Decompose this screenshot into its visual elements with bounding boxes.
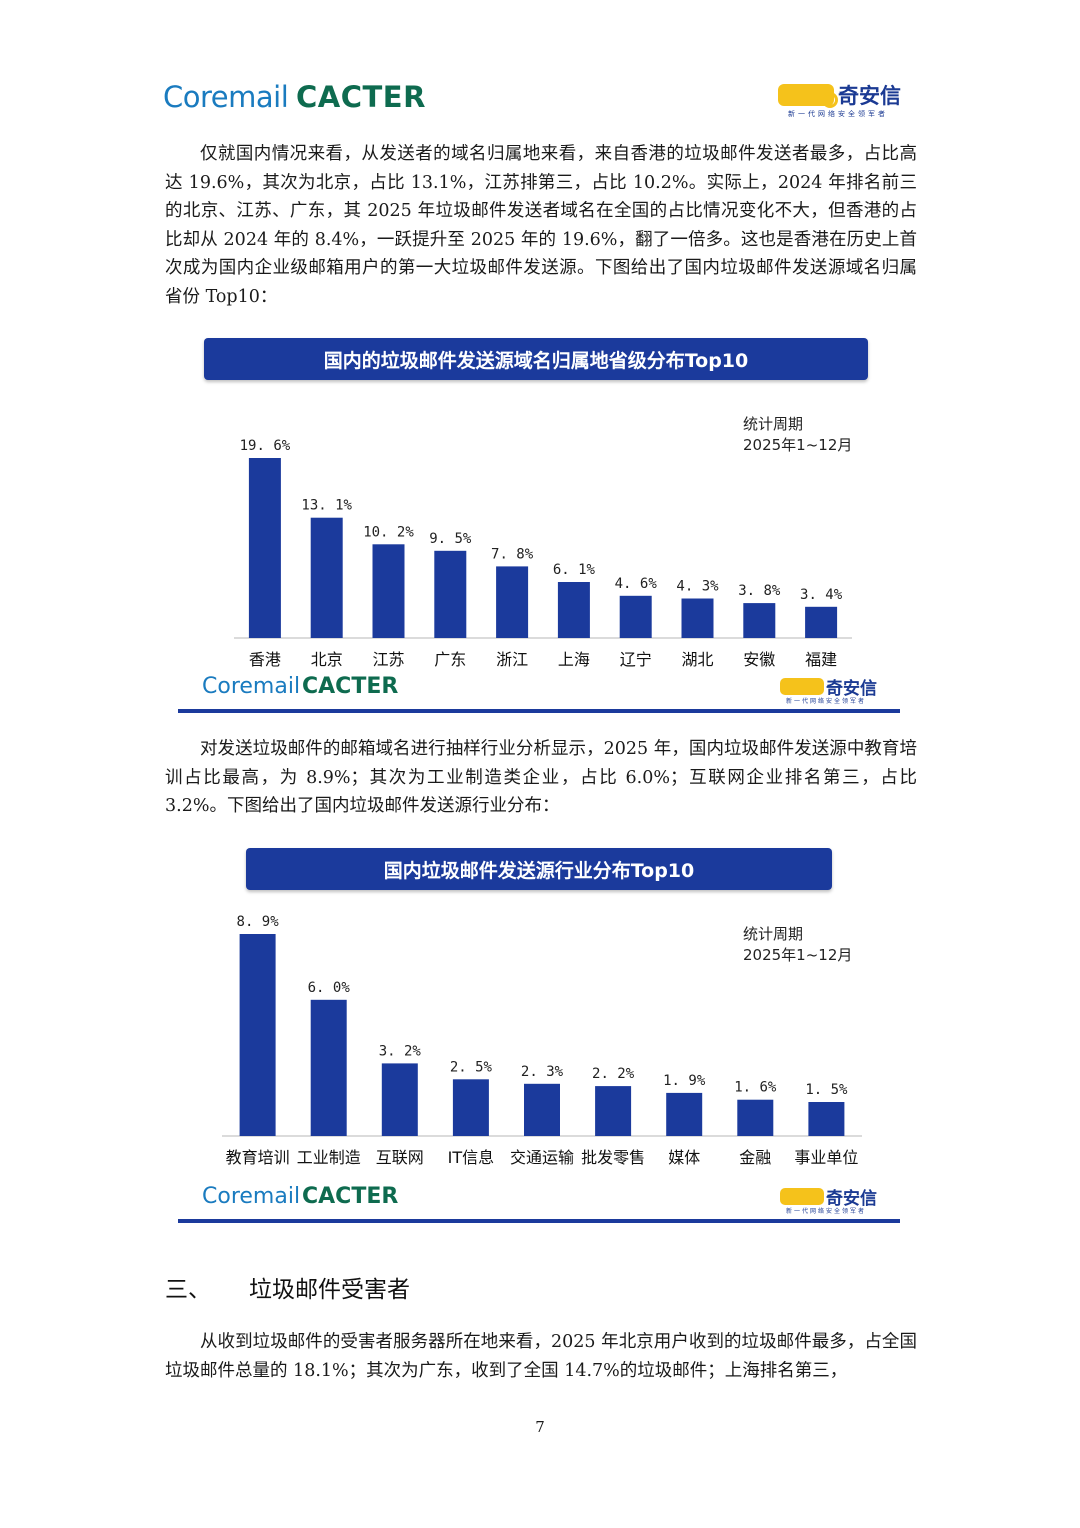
province-bar-chart: 19. 6% 香港 13. 1% 北京 10. 2% 江苏 9. 5% 广东 7. 8% 浙江 6.… <box>234 438 852 669</box>
category-label: 香港 <box>249 650 281 669</box>
period-label: 统计周期 <box>743 415 804 433</box>
bar-10 <box>805 606 838 638</box>
bar-1 <box>239 934 276 1136</box>
category-label: 批发零售 <box>581 1148 645 1167</box>
bar-value-label: 2. 2% <box>592 1066 635 1082</box>
cacter-logo: CACTER <box>296 80 426 114</box>
coremail-logo: Coremail <box>202 674 301 699</box>
category-label: 广东 <box>434 650 466 669</box>
province-distribution-figure: 国内的垃圾邮件发送源域名归属地省级分布Top10 统计周期 2025年1~12月… <box>178 336 902 716</box>
bar-value-label: 4. 6% <box>615 576 658 592</box>
bar-value-label: 6. 0% <box>308 980 351 996</box>
bar-value-label: 3. 8% <box>738 583 781 599</box>
bar-value-label: 10. 2% <box>363 524 414 540</box>
bar-3 <box>381 1063 418 1136</box>
bar-8 <box>681 598 714 638</box>
bar-7 <box>666 1092 703 1136</box>
bar-7 <box>619 595 652 638</box>
category-label: 浙江 <box>496 650 528 669</box>
bar-6 <box>557 582 590 638</box>
bar-value-label: 9. 5% <box>429 531 472 547</box>
bar-value-label: 1. 9% <box>663 1073 706 1089</box>
bar-value-label: 6. 1% <box>553 562 596 578</box>
category-label: 上海 <box>558 650 590 669</box>
category-label: 辽宁 <box>620 650 652 669</box>
bar-1 <box>248 458 281 638</box>
bar-2 <box>310 517 343 638</box>
bar-value-label: 3. 4% <box>800 587 843 603</box>
period-label: 统计周期 <box>743 925 804 943</box>
section-number: 三、 <box>165 1277 211 1303</box>
bar-5 <box>524 1083 560 1136</box>
bar-value-label: 1. 5% <box>805 1082 848 1098</box>
qianxin-logo-slogan: 新一代网络安全领军者 <box>786 1208 867 1215</box>
bar-8 <box>737 1099 774 1136</box>
bar-value-label: 8. 9% <box>237 914 280 930</box>
bar-9 <box>743 603 776 638</box>
qianxin-logo-slogan: 新一代网络安全领军者 <box>788 110 888 118</box>
category-label: 交通运输 <box>510 1148 574 1167</box>
qianxin-logo-slogan: 新一代网络安全领军者 <box>786 698 867 705</box>
period-value: 2025年1~12月 <box>743 946 853 964</box>
cacter-logo: CACTER <box>302 674 399 699</box>
category-label: 媒体 <box>668 1148 700 1167</box>
statistics-period: 统计周期 2025年1~12月 <box>743 414 852 456</box>
bar-value-label: 19. 6% <box>240 438 291 454</box>
period-value: 2025年1~12月 <box>743 436 853 454</box>
figure-divider <box>178 1219 900 1223</box>
bar-value-label: 4. 3% <box>676 579 719 595</box>
body-paragraph-3: 从收到垃圾邮件的受害者服务器所在地来看，2025 年北京用户收到的垃圾邮件最多，… <box>165 1332 917 1381</box>
bar-5 <box>496 566 529 638</box>
category-label: 金融 <box>739 1148 771 1167</box>
bar-2 <box>310 999 347 1136</box>
bar-value-label: 2. 3% <box>521 1064 564 1080</box>
cacter-logo: CACTER <box>302 1184 399 1209</box>
category-label: 北京 <box>311 650 343 669</box>
category-label: 工业制造 <box>297 1148 361 1167</box>
page-number: 7 <box>535 1418 545 1436</box>
section-title: 垃圾邮件受害者 <box>249 1277 410 1303</box>
qianxin-logo-name: 奇安信 <box>826 679 877 699</box>
bar-4 <box>452 1079 489 1136</box>
figure-divider <box>178 709 900 713</box>
bar-value-label: 2. 5% <box>450 1059 493 1075</box>
coremail-logo: Coremail <box>163 80 289 114</box>
qianxin-mark-icon <box>780 678 824 695</box>
category-label: 教育培训 <box>226 1148 290 1167</box>
chart-title-banner: 国内垃圾邮件发送源行业分布Top10 <box>246 848 832 890</box>
chart-title-banner: 国内的垃圾邮件发送源域名归属地省级分布Top10 <box>204 338 868 380</box>
qianxin-logo: 奇安信 新一代网络安全领军者 <box>780 674 884 708</box>
bar-value-label: 7. 8% <box>491 546 534 562</box>
category-label: 福建 <box>805 650 837 669</box>
industry-distribution-figure: 国内垃圾邮件发送源行业分布Top10 统计周期 2025年1~12月 8. 9%… <box>178 846 902 1226</box>
qianxin-logo: 奇安信 新一代网络安全领军者 <box>778 80 908 120</box>
bar-3 <box>372 544 405 638</box>
industry-bar-chart: 8. 9% 教育培训 6. 0% 工业制造 3. 2% 互联网 2. 5% IT信息 2. 3%… <box>222 914 862 1167</box>
coremail-logo: Coremail <box>202 1184 301 1209</box>
bar-value-label: 3. 2% <box>379 1043 422 1059</box>
qianxin-logo: 奇安信 新一代网络安全领军者 <box>780 1184 884 1218</box>
category-label: 江苏 <box>372 650 404 669</box>
category-label: 互联网 <box>376 1148 424 1167</box>
bar-value-label: 1. 6% <box>734 1080 777 1096</box>
qianxin-logo-name: 奇安信 <box>838 84 901 108</box>
body-paragraph-1: 仅就国内情况来看，从发送者的域名归属地来看，来自香港的垃圾邮件发送者最多，占比高… <box>165 144 917 307</box>
category-label: 安徽 <box>743 650 775 669</box>
bar-4 <box>434 550 467 638</box>
qianxin-logo-name: 奇安信 <box>826 1189 877 1209</box>
category-label: 湖北 <box>681 650 713 669</box>
section-heading: 三、 垃圾邮件受害者 <box>165 1270 410 1304</box>
body-paragraph-2: 对发送垃圾邮件的邮箱域名进行抽样行业分析显示，2025 年，国内垃圾邮件发送源中… <box>165 739 917 816</box>
bar-6 <box>595 1086 632 1136</box>
page-header: Coremail CACTER 奇安信 新一代网络安全领军者 <box>0 0 1080 130</box>
statistics-period: 统计周期 2025年1~12月 <box>743 924 852 966</box>
bar-9 <box>808 1102 845 1136</box>
category-label: IT信息 <box>448 1148 495 1167</box>
bar-value-label: 13. 1% <box>301 498 352 514</box>
category-label: 事业单位 <box>794 1148 858 1167</box>
qianxin-mark-icon <box>780 1188 824 1205</box>
qianxin-mark-icon <box>778 84 838 108</box>
